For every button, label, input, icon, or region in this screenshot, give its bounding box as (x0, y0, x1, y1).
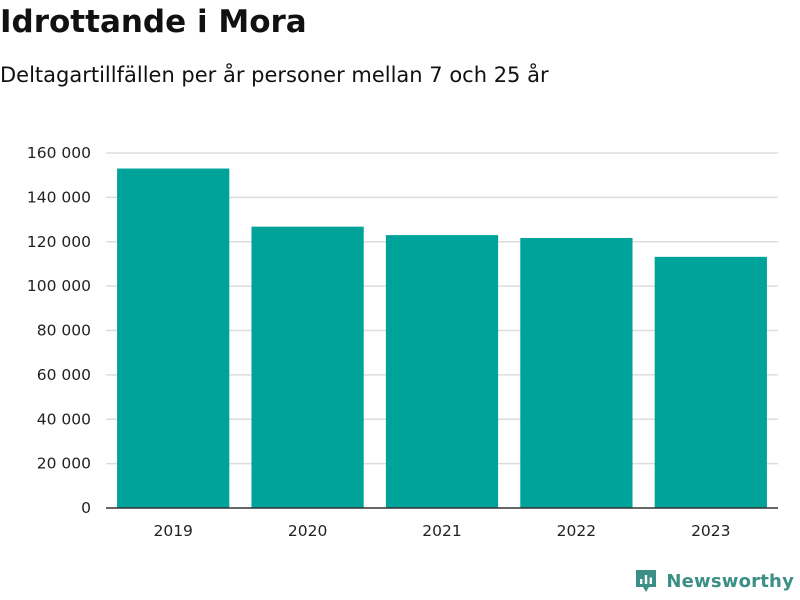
x-tick-label: 2021 (422, 522, 461, 540)
bar (117, 168, 230, 508)
chart-subtitle: Deltagartillfällen per år personer mella… (0, 63, 549, 87)
newsworthy-brand: Newsworthy (634, 568, 794, 594)
x-axis-tick-labels: 2019 2020 2021 2022 2023 (153, 522, 730, 540)
y-tick-label: 40 000 (37, 410, 91, 428)
x-tick-label: 2022 (557, 522, 596, 540)
y-axis-tick-labels: 0 20 000 40 000 60 000 80 000 100 000 120 000 1… (27, 144, 91, 517)
bar (251, 226, 364, 508)
bar (385, 235, 499, 508)
y-tick-label: 20 000 (37, 455, 91, 473)
y-tick-label: 160 000 (27, 144, 91, 162)
y-tick-label: 140 000 (27, 188, 91, 206)
y-tick-label: 100 000 (27, 277, 91, 295)
chart-title: Idrottande i Mora (0, 4, 307, 40)
y-tick-label: 60 000 (37, 366, 91, 384)
bars (117, 168, 767, 508)
y-tick-label: 120 000 (27, 233, 91, 251)
bar (520, 237, 633, 508)
y-tick-label: 0 (81, 499, 91, 517)
x-tick-label: 2019 (153, 522, 192, 540)
bar (654, 256, 767, 508)
newsworthy-logo-icon (636, 570, 657, 592)
brand-name: Newsworthy (666, 570, 794, 592)
x-tick-label: 2020 (288, 522, 327, 540)
x-tick-label: 2023 (691, 522, 730, 540)
y-tick-label: 80 000 (37, 322, 91, 340)
